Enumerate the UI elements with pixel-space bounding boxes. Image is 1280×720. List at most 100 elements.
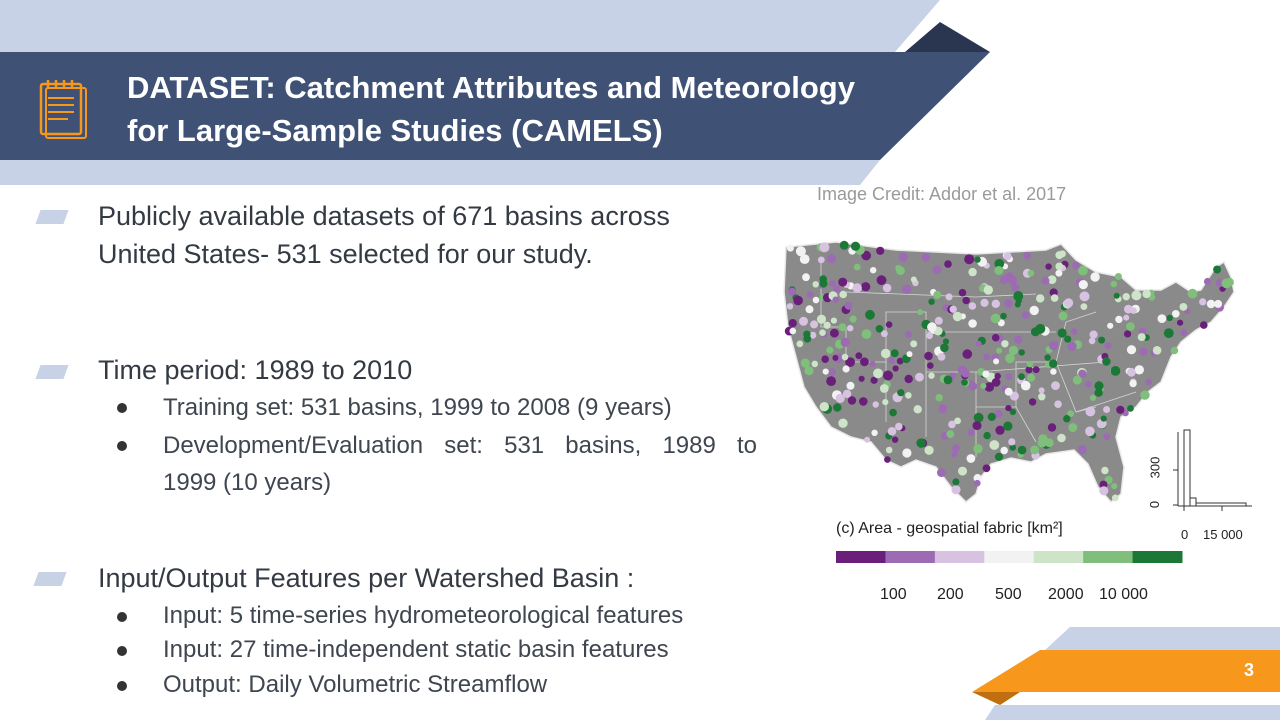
basin-marker <box>1072 261 1080 270</box>
evaluation-line-1: Development/Evaluation set: 531 basins, … <box>163 432 757 459</box>
sub-bullet-output: Output: Daily Volumetric Streamflow <box>163 671 548 698</box>
basin-marker <box>1084 380 1092 388</box>
basin-marker <box>1077 444 1087 455</box>
basin-marker <box>1116 405 1125 414</box>
bullet-1-line-1: Publicly available datasets of 671 basin… <box>98 201 670 231</box>
basin-marker <box>788 319 797 328</box>
basin-marker <box>1063 415 1071 423</box>
basin-marker <box>884 456 891 463</box>
basin-marker <box>887 427 897 436</box>
basin-marker <box>994 452 1004 461</box>
basin-marker <box>826 376 836 386</box>
basin-marker <box>972 421 982 431</box>
basin-marker <box>850 241 861 251</box>
basin-marker <box>1080 303 1088 310</box>
basin-marker <box>842 365 850 373</box>
basin-marker <box>869 360 876 367</box>
sub-bullet-dot <box>117 646 127 656</box>
basin-marker <box>1014 335 1023 344</box>
basin-marker <box>811 360 819 368</box>
title-line-2: for Large-Sample Studies (CAMELS) <box>127 113 663 148</box>
basin-marker <box>1067 410 1074 417</box>
basin-marker <box>973 444 983 454</box>
basin-marker <box>938 404 948 414</box>
basin-marker <box>895 422 903 431</box>
basin-marker <box>1101 466 1109 475</box>
basin-marker <box>980 298 989 307</box>
basin-marker <box>1199 298 1207 306</box>
basin-marker <box>1029 305 1039 316</box>
sub-bullet-dot <box>117 441 127 451</box>
basin-marker <box>1137 333 1146 342</box>
basin-marker <box>1139 347 1148 356</box>
basin-marker <box>952 444 960 452</box>
basin-marker <box>1008 345 1018 355</box>
basin-marker <box>1140 390 1150 400</box>
basin-marker <box>906 351 913 358</box>
basin-marker <box>1047 423 1057 432</box>
basin-marker <box>873 368 883 379</box>
basin-marker <box>819 242 830 253</box>
basin-marker <box>904 374 913 384</box>
basin-marker <box>1000 446 1008 455</box>
legend-tick-500: 500 <box>995 586 1022 603</box>
basin-marker <box>991 299 1000 308</box>
basin-marker <box>1008 438 1016 446</box>
basin-marker <box>828 368 836 376</box>
basin-marker <box>1003 421 1013 431</box>
basin-marker <box>1023 251 1032 260</box>
basin-marker <box>996 347 1003 354</box>
basin-marker <box>1078 369 1087 378</box>
basin-marker <box>1064 298 1074 308</box>
legend-title: (c) Area - geospatial fabric [km²] <box>836 520 1063 537</box>
basin-marker <box>1018 349 1025 356</box>
basin-marker <box>1142 289 1151 299</box>
basin-marker <box>855 352 863 360</box>
basin-marker <box>927 322 937 332</box>
basin-marker <box>935 393 943 402</box>
basin-marker <box>1122 293 1130 301</box>
basin-marker <box>904 330 912 338</box>
basin-marker <box>954 417 961 425</box>
basin-marker <box>810 320 819 329</box>
basin-marker <box>885 321 893 328</box>
basin-marker <box>1203 277 1212 286</box>
basin-marker <box>975 340 982 347</box>
basin-marker <box>803 330 811 338</box>
basin-marker <box>891 436 899 443</box>
basin-marker <box>1013 291 1024 301</box>
basin-marker <box>958 466 967 476</box>
basin-marker <box>1044 438 1054 448</box>
basin-marker <box>967 428 975 437</box>
basin-marker <box>860 357 869 367</box>
legend-tick-100: 100 <box>880 586 907 603</box>
basin-marker <box>842 389 852 398</box>
basin-marker <box>942 338 950 345</box>
basin-marker <box>1170 346 1179 355</box>
basin-marker <box>1127 367 1136 377</box>
basin-marker <box>1003 252 1012 261</box>
basin-marker <box>1068 423 1078 433</box>
basin-marker <box>806 291 814 298</box>
basin-marker <box>989 440 1000 450</box>
basin-marker <box>852 283 862 293</box>
basin-marker <box>1134 365 1144 375</box>
hist-y-tick-300: 300 <box>1147 456 1163 479</box>
basin-marker <box>1048 340 1059 351</box>
basin-marker <box>968 302 977 310</box>
basin-marker <box>1004 299 1013 308</box>
basin-marker <box>812 296 820 304</box>
basin-marker <box>1177 319 1184 326</box>
basin-marker <box>1037 438 1047 448</box>
basin-marker <box>915 372 924 382</box>
basin-marker <box>1079 291 1090 302</box>
basin-marker <box>924 445 934 455</box>
hist-x-tick-15000: 15 000 <box>1203 527 1243 542</box>
basin-marker <box>1172 310 1180 318</box>
basin-marker <box>1009 408 1017 416</box>
basin-marker <box>880 348 891 359</box>
basin-marker <box>983 285 993 295</box>
basin-marker <box>897 389 905 397</box>
basin-marker <box>838 418 848 428</box>
basin-marker <box>1214 299 1223 308</box>
